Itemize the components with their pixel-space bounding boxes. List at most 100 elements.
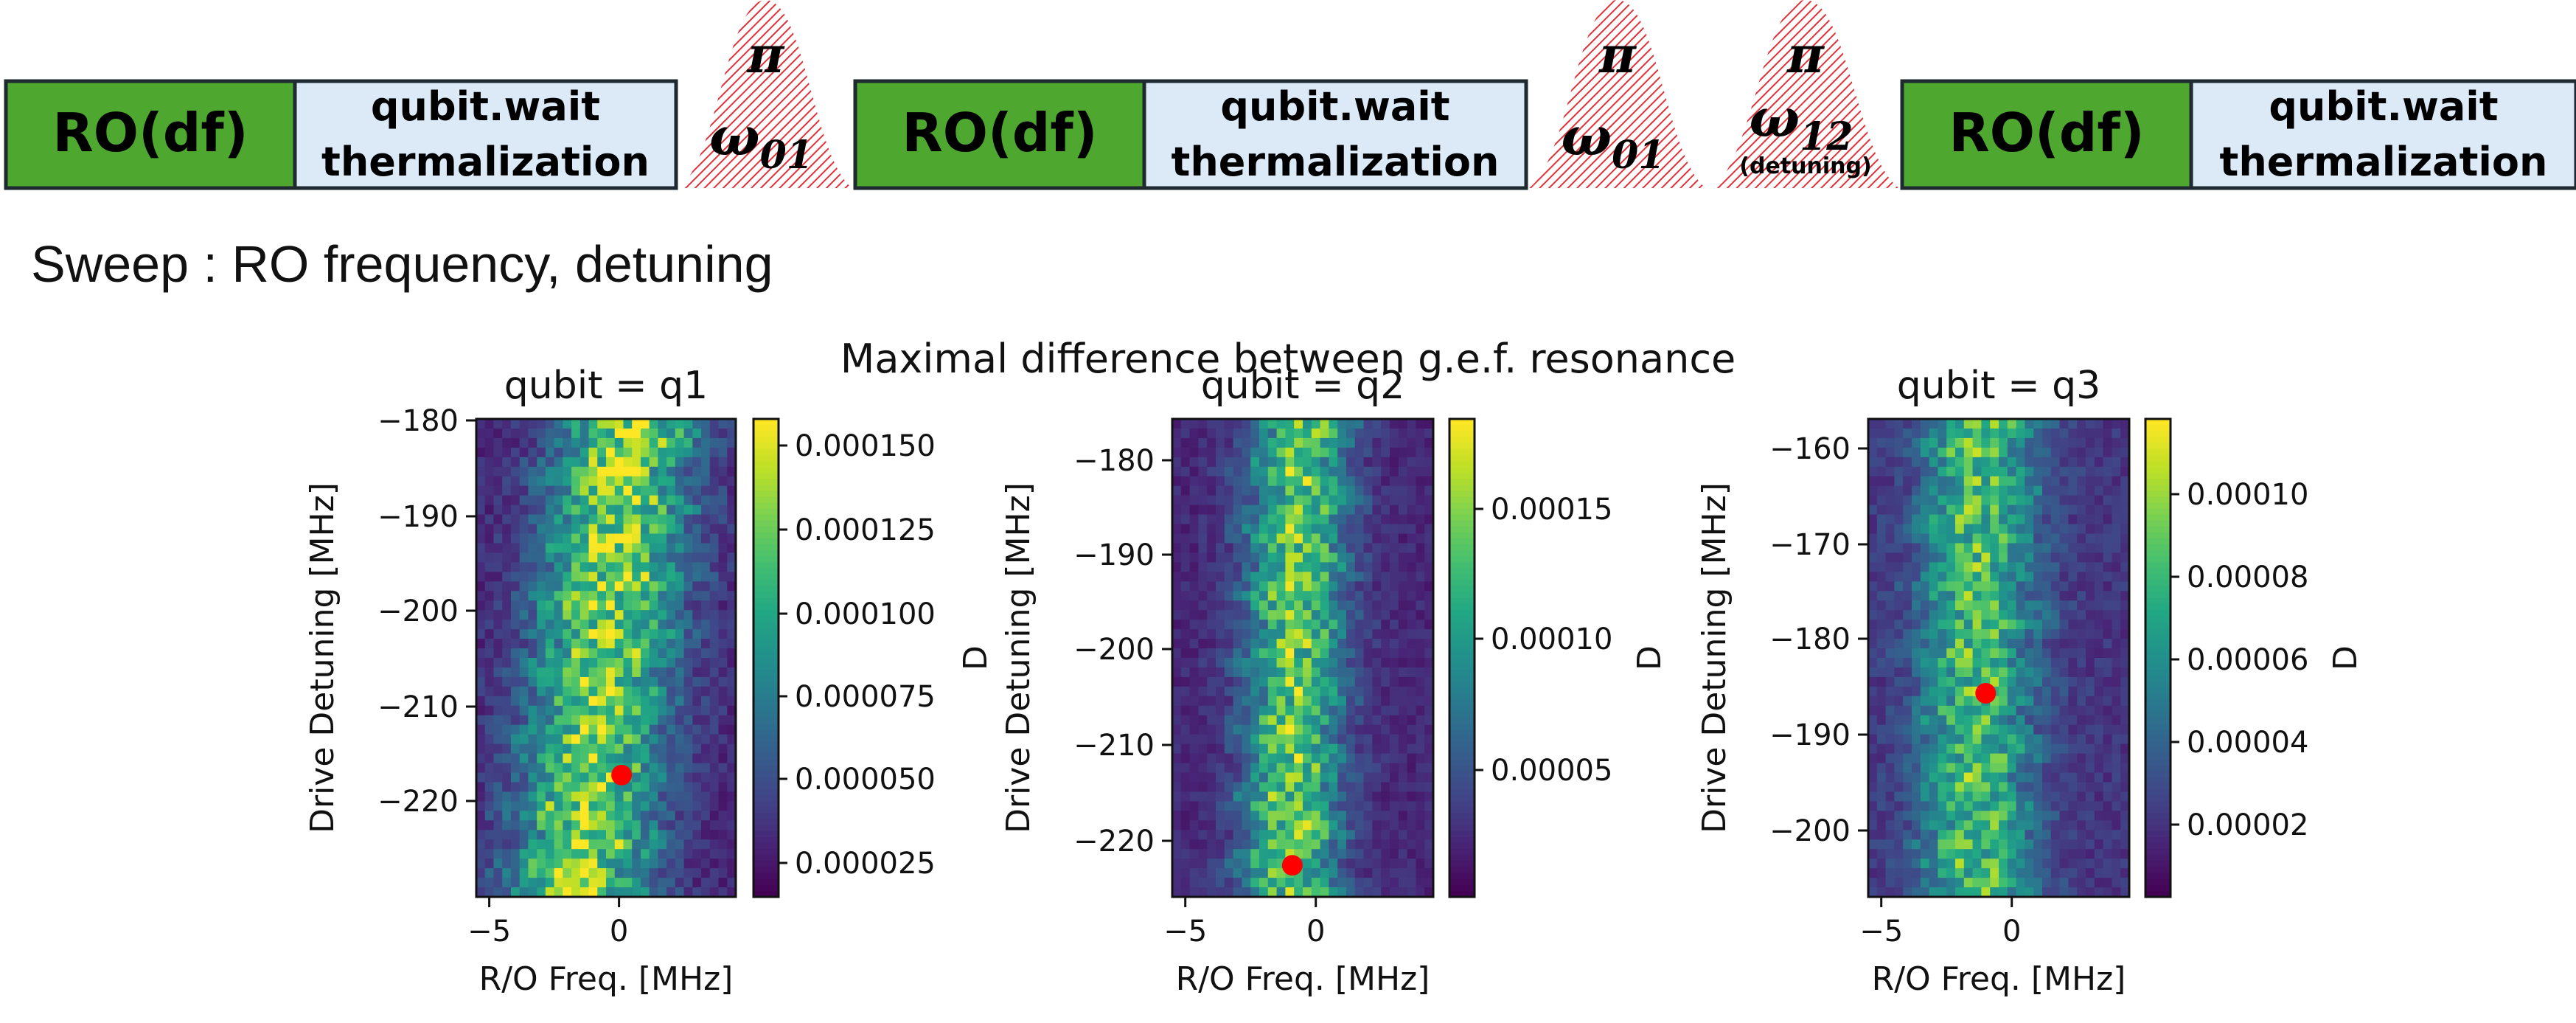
heatmap-cell	[2086, 715, 2095, 726]
heatmap-cell	[658, 610, 667, 620]
heatmap-cell	[709, 524, 720, 535]
heatmap-cell	[692, 485, 702, 496]
heatmap-cell	[1999, 830, 2008, 840]
heatmap-cell	[1894, 658, 1904, 668]
heatmap-cell	[1885, 428, 1895, 439]
heatmap-cell	[545, 610, 555, 620]
heatmap-cell	[554, 428, 563, 439]
heatmap-cell	[2050, 753, 2061, 764]
heatmap-cell	[579, 524, 590, 535]
heatmap-cell	[1955, 600, 1965, 611]
heatmap-cell	[1903, 581, 1912, 592]
heatmap-cell	[1885, 543, 1895, 554]
heatmap-cell	[510, 705, 521, 716]
heatmap-cell	[649, 504, 658, 516]
heatmap-cell	[640, 533, 650, 544]
heatmap-cell	[2050, 562, 2061, 572]
heatmap-cell	[709, 543, 720, 554]
colorbar-tick-label: 0.00002	[2187, 808, 2308, 842]
heatmap-cell	[2059, 820, 2069, 830]
heatmap-cell	[2007, 600, 2017, 611]
heatmap-cell	[1912, 639, 1921, 649]
heatmap-cell	[1912, 457, 1921, 468]
heatmap-cell	[2103, 581, 2112, 592]
heatmap-cell	[510, 581, 521, 592]
heatmap-cell	[1955, 696, 1965, 707]
heatmap-cell	[2103, 457, 2112, 468]
heatmap-cell	[2077, 543, 2086, 554]
heatmap-cell	[2077, 715, 2086, 726]
heatmap-cell	[2016, 878, 2025, 888]
heatmap-cell	[614, 572, 624, 582]
heatmap-cell	[2025, 495, 2034, 506]
heatmap-cell	[2042, 428, 2052, 439]
heatmap-cell	[666, 591, 676, 601]
heatmap-cell	[1885, 562, 1895, 572]
heatmap-cell	[1990, 667, 1999, 678]
heatmap-cell	[2025, 591, 2034, 601]
heatmap-cell	[640, 610, 650, 620]
heatmap-cell	[2042, 696, 2052, 707]
heatmap-cell	[1894, 811, 1904, 821]
heatmap-cell	[1903, 620, 1912, 630]
heatmap-cell	[718, 610, 728, 620]
heatmap-cell	[2042, 830, 2052, 840]
heatmap-cell	[1876, 447, 1887, 458]
heatmap-cell	[632, 667, 641, 678]
heatmap-cell	[623, 705, 633, 716]
heatmap-cell	[2086, 676, 2095, 687]
heatmap-cell	[1946, 859, 1956, 869]
heatmap-cell	[1885, 743, 1895, 755]
heatmap-cell	[2016, 466, 2025, 477]
heatmap-cell	[701, 648, 711, 659]
heatmap-cell	[2068, 552, 2078, 563]
heatmap-cell	[493, 485, 503, 496]
heatmap-cell	[1972, 610, 1982, 620]
heatmap-cell	[571, 437, 581, 448]
heatmap-cell	[2025, 839, 2034, 850]
heatmap-cell	[2059, 705, 2069, 716]
heatmap-cell	[476, 514, 486, 525]
heatmap-cell	[579, 705, 590, 716]
heatmap-cell	[1868, 667, 1878, 678]
heatmap-cell	[2077, 466, 2086, 477]
heatmap-cell	[484, 591, 495, 601]
heatmap-cell	[1885, 533, 1895, 544]
heatmap-cell	[2050, 591, 2061, 601]
heatmap-cell	[692, 705, 702, 716]
heatmap-cell	[1955, 524, 1965, 535]
heatmap-cell	[1903, 686, 1912, 697]
heatmap-cell	[597, 705, 607, 716]
heatmap-cell	[675, 639, 685, 649]
heatmap-cell	[614, 504, 624, 516]
heatmap-cell	[502, 667, 512, 678]
heatmap-cell	[2033, 495, 2043, 506]
heatmap-cell	[2103, 648, 2112, 659]
heatmap-cell	[2086, 820, 2095, 830]
heatmap-cell	[1999, 696, 2008, 707]
heatmap-cell	[2007, 839, 2017, 850]
gaussian-pulse-shape	[679, 0, 852, 188]
heatmap-cell	[510, 610, 521, 620]
heatmap-cell	[1912, 581, 1921, 592]
heatmap-cell	[1963, 419, 1974, 429]
heatmap-cell	[1885, 830, 1895, 840]
heatmap-cell	[614, 620, 624, 630]
heatmap-cell	[571, 514, 581, 525]
heatmap-cell	[692, 562, 702, 572]
heatmap-cell	[1938, 600, 1947, 611]
heatmap-cell	[649, 600, 658, 611]
heatmap-cell	[606, 543, 616, 554]
heatmap-cell	[2094, 639, 2104, 649]
heatmap-cell	[658, 686, 667, 697]
heatmap-cell	[563, 447, 572, 458]
heatmap-cell	[718, 639, 728, 649]
heatmap-cell	[1894, 791, 1904, 802]
heatmap-cell	[2007, 514, 2017, 525]
heatmap-cell	[2025, 878, 2034, 888]
heatmap-cell	[1868, 485, 1878, 496]
heatmap-cell	[1938, 457, 1947, 468]
heatmap-cell	[502, 591, 512, 601]
heatmap-cell	[640, 504, 650, 516]
